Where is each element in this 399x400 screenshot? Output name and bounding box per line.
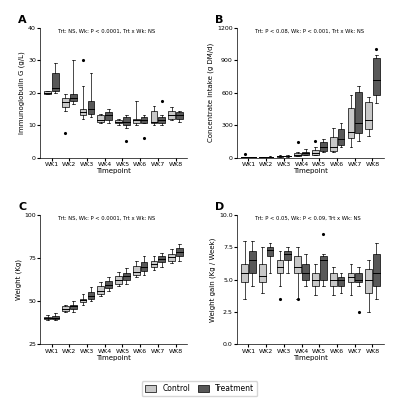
Bar bbox=[312, 273, 319, 286]
Bar bbox=[267, 247, 273, 256]
Text: B: B bbox=[215, 15, 223, 25]
Bar bbox=[115, 120, 122, 124]
Bar bbox=[348, 273, 354, 282]
Bar bbox=[302, 152, 309, 155]
Bar bbox=[133, 119, 140, 124]
Y-axis label: Immunoglobulin G (g/L): Immunoglobulin G (g/L) bbox=[19, 51, 25, 134]
Bar bbox=[158, 117, 165, 124]
Bar bbox=[97, 286, 104, 294]
Bar bbox=[80, 298, 87, 302]
Legend: Control, Treatment: Control, Treatment bbox=[142, 381, 257, 396]
Bar bbox=[176, 248, 183, 256]
Bar bbox=[123, 273, 130, 280]
X-axis label: Timepoint: Timepoint bbox=[96, 168, 131, 174]
Bar bbox=[365, 269, 372, 292]
Bar bbox=[320, 142, 327, 151]
Bar bbox=[123, 117, 130, 125]
Bar bbox=[87, 101, 94, 114]
Y-axis label: Weight gain (Kg / Week): Weight gain (Kg / Week) bbox=[210, 237, 216, 322]
Text: A: A bbox=[18, 15, 27, 25]
Bar bbox=[133, 266, 140, 275]
Bar bbox=[141, 117, 147, 124]
Bar bbox=[330, 137, 336, 150]
Bar bbox=[80, 109, 87, 115]
Bar bbox=[348, 108, 354, 138]
Bar bbox=[338, 277, 344, 286]
Bar bbox=[87, 292, 94, 298]
Bar bbox=[150, 260, 157, 268]
X-axis label: Timepoint: Timepoint bbox=[293, 355, 328, 361]
Text: Trt: P < 0.05, Wk: P < 0.09, Trt x Wk: NS: Trt: P < 0.05, Wk: P < 0.09, Trt x Wk: N… bbox=[255, 216, 360, 221]
Bar bbox=[259, 264, 266, 282]
Bar bbox=[150, 110, 157, 124]
Text: Trt: NS, Wk: P < 0.0001, Trt x Wk: NS: Trt: NS, Wk: P < 0.0001, Trt x Wk: NS bbox=[58, 216, 155, 221]
Bar bbox=[115, 276, 122, 284]
Text: D: D bbox=[215, 202, 224, 212]
Bar bbox=[365, 102, 372, 130]
Bar bbox=[320, 256, 327, 280]
Bar bbox=[97, 115, 104, 122]
Text: Trt: NS, Wk: P < 0.0001, Trt x Wk: NS: Trt: NS, Wk: P < 0.0001, Trt x Wk: NS bbox=[58, 29, 155, 34]
X-axis label: Timepoint: Timepoint bbox=[293, 168, 328, 174]
Bar bbox=[168, 254, 175, 260]
Bar bbox=[373, 58, 380, 95]
Bar bbox=[294, 154, 301, 156]
Bar bbox=[52, 73, 59, 91]
Bar bbox=[338, 129, 344, 144]
Bar bbox=[176, 112, 183, 119]
Bar bbox=[44, 317, 51, 319]
Text: Trt: P < 0.08, Wk: P < 0.001, Trt x Wk: NS: Trt: P < 0.08, Wk: P < 0.001, Trt x Wk: … bbox=[255, 29, 364, 34]
Bar bbox=[44, 91, 51, 94]
Bar bbox=[373, 254, 380, 286]
Bar bbox=[294, 256, 301, 273]
Bar bbox=[158, 256, 165, 262]
Bar bbox=[241, 264, 248, 282]
Y-axis label: Weight (Kg): Weight (Kg) bbox=[15, 259, 22, 300]
Bar bbox=[355, 92, 362, 133]
Bar bbox=[330, 273, 336, 286]
Bar bbox=[249, 251, 256, 273]
Bar bbox=[105, 112, 112, 120]
Bar bbox=[105, 281, 112, 288]
X-axis label: Timepoint: Timepoint bbox=[96, 355, 131, 361]
Bar bbox=[355, 273, 362, 282]
Bar bbox=[141, 262, 147, 271]
Y-axis label: Concentrate intake (g DM/d): Concentrate intake (g DM/d) bbox=[208, 43, 214, 142]
Bar bbox=[70, 94, 77, 101]
Bar bbox=[277, 156, 283, 157]
Bar bbox=[312, 150, 319, 155]
Bar bbox=[70, 305, 77, 309]
Bar bbox=[62, 306, 69, 311]
Bar bbox=[62, 98, 69, 107]
Bar bbox=[52, 316, 59, 319]
Bar bbox=[302, 264, 309, 280]
Bar bbox=[277, 260, 283, 273]
Text: C: C bbox=[18, 202, 26, 212]
Bar bbox=[168, 110, 175, 119]
Bar bbox=[284, 251, 291, 260]
